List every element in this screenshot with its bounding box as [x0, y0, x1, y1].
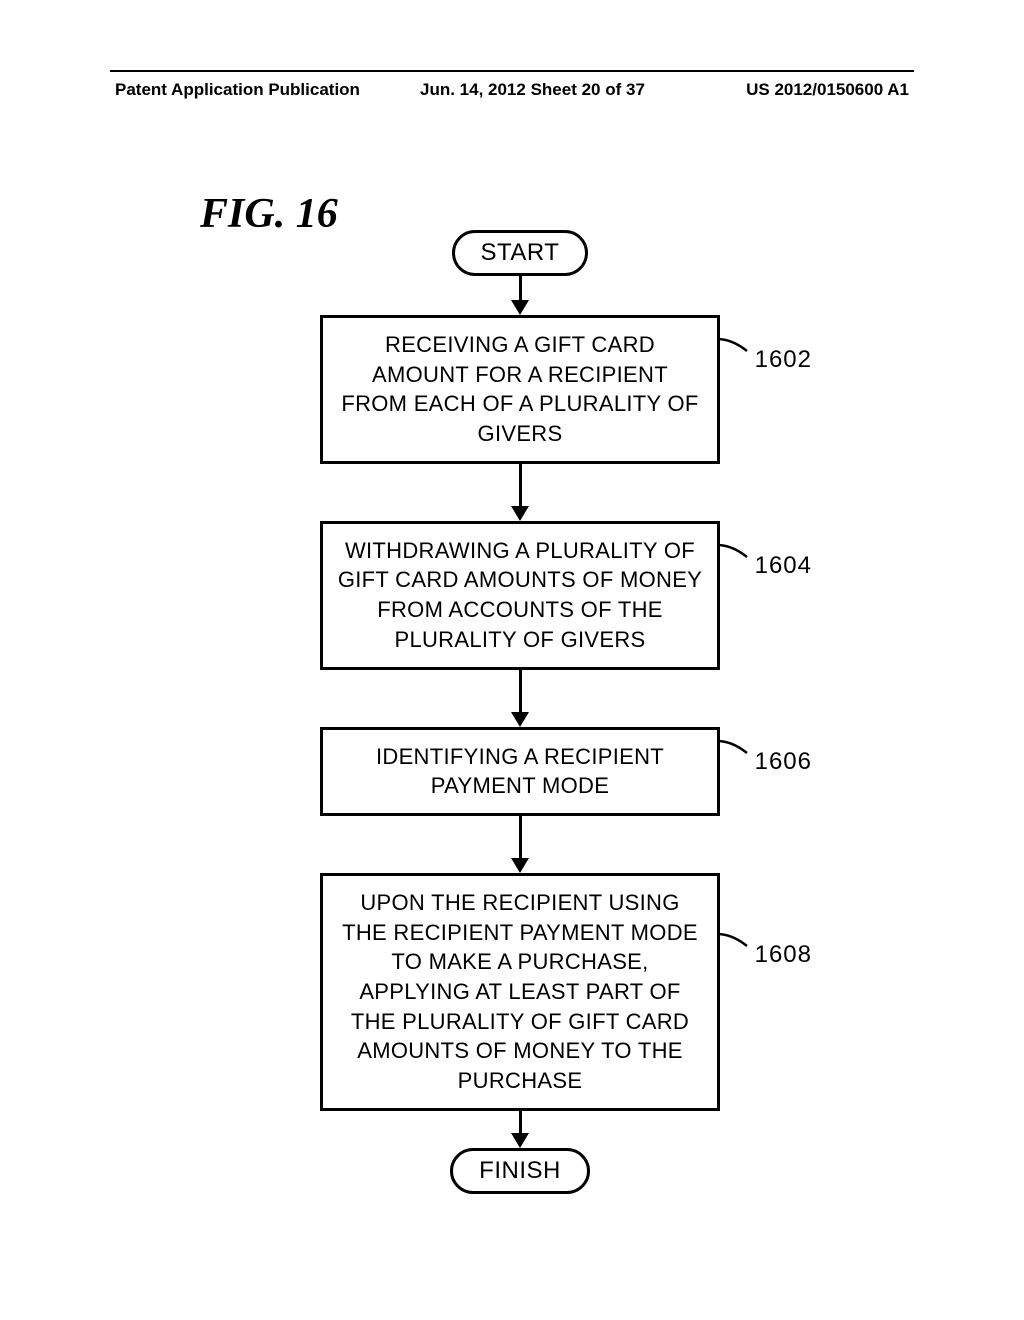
- process-step-2-text: WITHDRAWING A PLURALITY OF GIFT CARD AMO…: [338, 538, 702, 652]
- ref-number-1606: 1606: [755, 746, 812, 778]
- ref-connector-icon: [717, 738, 757, 758]
- header-patent-number: US 2012/0150600 A1: [746, 80, 909, 100]
- process-step-3-text: IDENTIFYING A RECIPIENT PAYMENT MODE: [376, 744, 664, 799]
- ref-number-1604: 1604: [755, 550, 812, 582]
- ref-number-1608: 1608: [755, 939, 812, 971]
- process-step-3: IDENTIFYING A RECIPIENT PAYMENT MODE 160…: [320, 727, 720, 816]
- arrow-5: [511, 1111, 529, 1148]
- process-step-1: RECEIVING A GIFT CARD AMOUNT FOR A RECIP…: [320, 315, 720, 464]
- header-sheet-info: Jun. 14, 2012 Sheet 20 of 37: [420, 80, 645, 100]
- ref-number-1602: 1602: [755, 344, 812, 376]
- flowchart-container: START RECEIVING A GIFT CARD AMOUNT FOR A…: [320, 230, 720, 1194]
- ref-connector-icon: [717, 336, 757, 356]
- start-terminator: START: [452, 230, 589, 276]
- figure-label: FIG. 16: [200, 190, 338, 238]
- header-divider: [110, 70, 914, 72]
- arrow-2: [511, 464, 529, 521]
- process-step-4-text: UPON THE RECIPIENT USING THE RECIPIENT P…: [342, 890, 698, 1093]
- arrow-3: [511, 670, 529, 727]
- ref-connector-icon: [717, 931, 757, 951]
- ref-connector-icon: [717, 542, 757, 562]
- finish-terminator: FINISH: [450, 1148, 590, 1194]
- arrow-1: [511, 276, 529, 315]
- header-publication: Patent Application Publication: [115, 80, 360, 100]
- process-step-4: UPON THE RECIPIENT USING THE RECIPIENT P…: [320, 873, 720, 1111]
- process-step-1-text: RECEIVING A GIFT CARD AMOUNT FOR A RECIP…: [341, 332, 698, 446]
- arrow-4: [511, 816, 529, 873]
- process-step-2: WITHDRAWING A PLURALITY OF GIFT CARD AMO…: [320, 521, 720, 670]
